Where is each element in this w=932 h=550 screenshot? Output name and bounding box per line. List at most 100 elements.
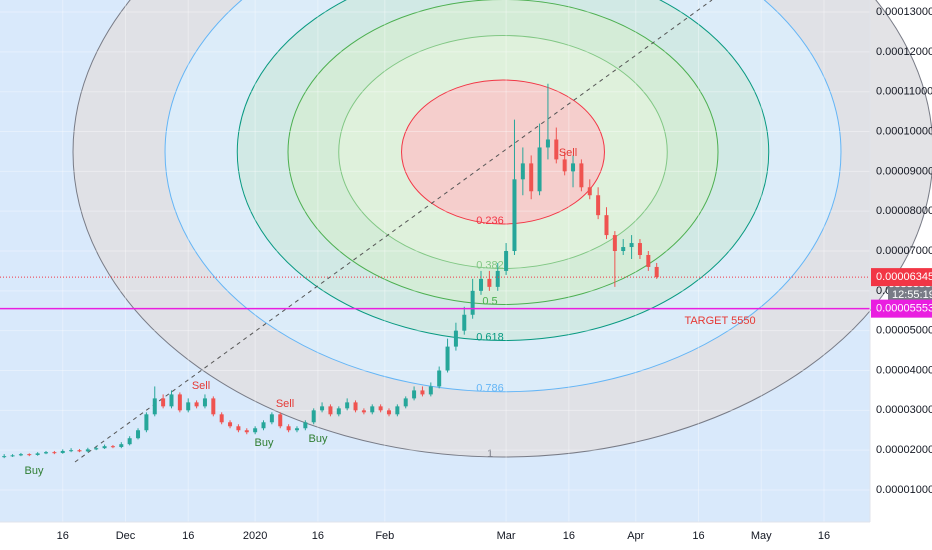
candle-body — [127, 438, 132, 445]
fib-level-label: 0.382 — [476, 259, 504, 271]
candle-body — [294, 428, 299, 431]
y-tick-label: 0.00002000 — [876, 444, 932, 456]
time-axis — [0, 522, 870, 550]
candle-body — [512, 179, 517, 252]
candle-body — [353, 402, 358, 411]
candle-body — [35, 453, 40, 455]
candle-body — [612, 235, 617, 252]
countdown-label: 12:55:19 — [892, 289, 932, 301]
candle-body — [370, 406, 375, 413]
x-tick-label: 16 — [818, 530, 830, 542]
candle-body — [445, 346, 450, 371]
candle-body — [253, 428, 258, 433]
x-tick-label: 16 — [692, 530, 704, 542]
candle-body — [161, 398, 166, 407]
candle-body — [386, 410, 391, 415]
fib-level-label: 1 — [487, 448, 493, 460]
candle-body — [361, 410, 366, 413]
candle-body — [202, 398, 207, 407]
signal-label: Sell — [559, 147, 577, 159]
grid — [0, 0, 870, 522]
current-price-label: 0.00006345 — [876, 271, 932, 283]
candle-body — [311, 410, 316, 423]
x-tick-label: 16 — [57, 530, 69, 542]
candle-body — [286, 426, 291, 431]
candle-body — [529, 163, 534, 192]
y-tick-label: 0.00012000 — [876, 46, 932, 58]
candle-body — [579, 163, 584, 188]
candle-body — [152, 398, 157, 415]
x-tick-label: May — [751, 530, 772, 542]
candle-body — [587, 187, 592, 196]
candle-body — [604, 215, 609, 236]
y-tick-label: 0.00009000 — [876, 165, 932, 177]
candle-body — [77, 450, 82, 452]
candle-body — [487, 278, 492, 287]
target-label: 0.00005553 — [876, 303, 932, 315]
candle-body — [495, 270, 500, 287]
x-tick-label: Mar — [497, 530, 516, 542]
signal-label: Sell — [276, 398, 294, 410]
candle-body — [60, 450, 65, 453]
candle-body — [420, 390, 425, 395]
y-tick-label: 0.00003000 — [876, 404, 932, 416]
candle-body — [236, 426, 241, 431]
candle-body — [562, 159, 567, 172]
target-box — [871, 299, 932, 318]
candle-body — [470, 290, 475, 315]
candle-body — [403, 398, 408, 407]
candle-body — [10, 455, 15, 457]
candle-body — [18, 454, 23, 456]
candle-body — [211, 398, 216, 415]
candle-body — [328, 406, 333, 415]
candle-body — [228, 422, 233, 427]
candle-body — [437, 370, 442, 387]
candle-body — [545, 139, 550, 148]
y-tick-label: 0.00001000 — [876, 484, 932, 496]
fib-level-label: 0.5 — [482, 295, 497, 307]
candle-body — [269, 414, 274, 423]
candle-body — [554, 139, 559, 160]
candle-body — [85, 449, 90, 452]
candle-body — [621, 247, 626, 252]
x-tick-label: 2020 — [243, 530, 267, 542]
candle-body — [194, 402, 199, 407]
y-tick-label: 0.00005000 — [876, 325, 932, 337]
signal-label: Buy — [255, 437, 274, 449]
candle-body — [654, 266, 659, 278]
candle-body — [2, 456, 7, 458]
candle-body — [169, 394, 174, 407]
fib-circles: 1 0.786 0.618 0.5 0.382 0.236 — [72, 0, 932, 460]
candle-body — [479, 278, 484, 291]
candles — [2, 83, 659, 459]
signal-label: Buy — [309, 433, 328, 445]
signal-label: Buy — [25, 465, 44, 477]
candle-body — [520, 163, 525, 180]
candle-body — [629, 243, 634, 248]
candle-body — [637, 243, 642, 255]
candle-body — [320, 406, 325, 411]
x-tick-label: Apr — [627, 530, 644, 542]
candle-body — [504, 251, 509, 271]
candle-body — [462, 314, 467, 331]
candle-body — [119, 444, 124, 447]
candle-body — [278, 414, 283, 427]
candle-body — [186, 402, 191, 411]
countdown-box — [888, 287, 932, 304]
y-tick-label: 0.00004000 — [876, 364, 932, 376]
fib-level-label: 0.618 — [476, 331, 504, 343]
candle-body — [453, 330, 458, 347]
x-tick-label: Dec — [116, 530, 136, 542]
fib-level-label: 0.236 — [476, 215, 504, 227]
candle-body — [395, 406, 400, 415]
candle-body — [102, 446, 107, 449]
y-tick-label: 0.00011000 — [876, 86, 932, 98]
candle-body — [94, 448, 99, 450]
candle-body — [428, 386, 433, 395]
x-tick-label: 16 — [563, 530, 575, 542]
trend-line — [74, 0, 713, 463]
candle-body — [27, 454, 32, 456]
y-tick-label: 0.00008000 — [876, 205, 932, 217]
candle-body — [596, 195, 601, 216]
